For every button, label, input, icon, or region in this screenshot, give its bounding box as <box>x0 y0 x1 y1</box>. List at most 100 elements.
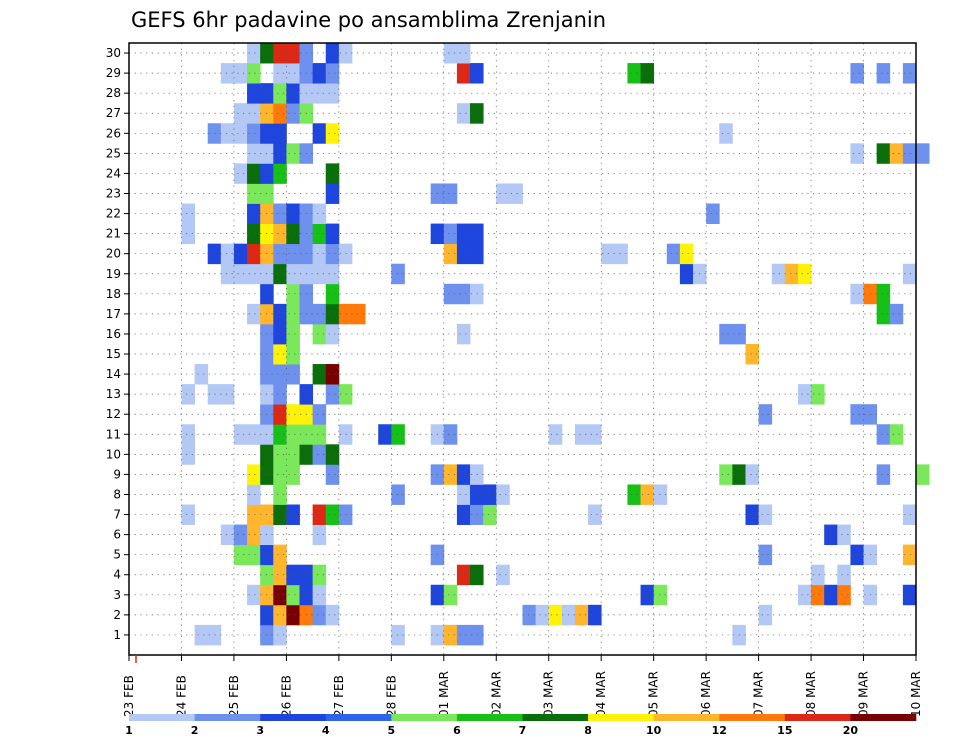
heatmap-cell <box>456 223 471 245</box>
heatmap-cell <box>247 584 261 606</box>
y-tick-label: 14 <box>106 367 121 381</box>
heatmap-cell <box>456 464 471 485</box>
heatmap-cell <box>273 103 287 124</box>
heatmap-cell <box>758 504 773 525</box>
heatmap-cell <box>273 404 287 425</box>
heatmap-cell <box>588 424 602 445</box>
colorbar-label: 15 <box>777 724 792 737</box>
heatmap-cell <box>247 63 261 84</box>
colorbar-swatch <box>260 714 327 721</box>
colorbar-label: 7 <box>519 724 527 737</box>
heatmap-cell <box>797 263 812 285</box>
heatmap-cell <box>574 424 589 445</box>
heatmap-cell <box>233 163 248 184</box>
heatmap-cell <box>312 364 327 385</box>
heatmap-cell <box>653 584 668 606</box>
heatmap-cell <box>456 283 471 305</box>
heatmap-cell <box>548 604 563 626</box>
heatmap-cell <box>247 524 261 546</box>
x-tick-label: 04 MAR <box>594 671 608 717</box>
heatmap-cell <box>325 223 340 245</box>
colorbar-swatch <box>588 714 654 721</box>
heatmap-cell <box>902 584 917 606</box>
x-tick-label: 08 MAR <box>804 671 818 717</box>
heatmap-cell <box>325 83 340 104</box>
y-tick-label: 13 <box>106 387 121 401</box>
heatmap-cell <box>325 183 340 204</box>
heatmap-cell <box>273 323 287 345</box>
heatmap-cell <box>325 163 340 184</box>
heatmap-cell <box>456 63 471 84</box>
heatmap-cell <box>220 263 235 285</box>
heatmap-cell <box>653 484 668 505</box>
colorbar-swatch <box>129 714 195 721</box>
heatmap-cell <box>745 504 759 525</box>
y-tick-label: 23 <box>106 186 121 200</box>
colorbar-swatch <box>719 714 786 721</box>
heatmap-cell <box>233 263 248 285</box>
heatmap-cell <box>286 243 300 265</box>
heatmap-cell <box>443 183 458 204</box>
heatmap-cell <box>745 464 759 485</box>
heatmap-cell <box>443 624 458 646</box>
heatmap-cell <box>325 364 340 385</box>
heatmap-cell <box>273 243 287 265</box>
colorbar-label: 3 <box>256 724 264 737</box>
heatmap-cell <box>443 243 458 265</box>
heatmap-cell <box>758 404 773 425</box>
heatmap-cell <box>273 624 287 646</box>
colorbar-label: 10 <box>646 724 662 737</box>
heatmap-cell <box>247 504 261 525</box>
heatmap-cell <box>247 83 261 104</box>
heatmap-cell <box>378 424 392 445</box>
colorbar-label: 6 <box>453 724 461 737</box>
heatmap-cell <box>483 504 497 525</box>
heatmap-cell <box>220 384 235 405</box>
heatmap-cell <box>273 584 287 606</box>
heatmap-cell <box>719 464 733 485</box>
x-tick-label: 09 MAR <box>857 671 871 717</box>
y-tick-label: 1 <box>113 628 121 642</box>
heatmap-cell <box>797 384 812 405</box>
heatmap-cell <box>312 604 327 626</box>
y-tick-label: 19 <box>106 267 121 281</box>
heatmap-cell <box>273 444 287 465</box>
heatmap-cell <box>325 444 340 465</box>
heatmap-cell <box>233 243 248 265</box>
heatmap-cell <box>588 504 602 525</box>
heatmap-cell <box>496 183 510 204</box>
heatmap-cell <box>758 544 773 566</box>
x-tick-label: 24 FEB <box>174 675 188 717</box>
heatmap-cell <box>286 303 300 325</box>
heatmap-cell <box>247 203 261 224</box>
y-tick-label: 8 <box>113 487 121 501</box>
x-tick-label: 10 MAR <box>909 671 923 717</box>
heatmap-cell <box>640 63 655 84</box>
heatmap-cell <box>273 544 287 566</box>
heatmap-cell <box>351 303 366 325</box>
x-tick-label: 25 FEB <box>227 675 241 717</box>
heatmap-cell <box>325 323 340 345</box>
y-tick-label: 5 <box>113 548 121 562</box>
y-tick-label: 7 <box>113 508 121 522</box>
heatmap-cell <box>456 43 471 64</box>
heatmap-cell <box>233 424 248 445</box>
heatmap-cell <box>286 404 300 425</box>
heatmap-cell <box>312 263 327 285</box>
heatmap-cell <box>902 263 917 285</box>
heatmap-cell <box>850 63 864 84</box>
heatmap-cell <box>286 364 300 385</box>
heatmap-cell <box>443 223 458 245</box>
colorbar-swatch <box>522 714 589 721</box>
x-axis-ticks: 23 FEB 24 FEB 25 FEB 26 FEB 27 FEB 28 FEB 01 M… <box>122 655 923 717</box>
heatmap-cell <box>325 504 340 525</box>
y-tick-label: 12 <box>106 407 121 421</box>
heatmap-cell <box>640 584 655 606</box>
heatmap-cell <box>456 323 471 345</box>
heatmap-cell <box>811 584 825 606</box>
heatmap-cell <box>456 484 471 505</box>
heatmap-cell <box>286 43 300 64</box>
heatmap-cell <box>679 263 694 285</box>
y-tick-label: 22 <box>106 207 121 221</box>
heatmap-cell <box>627 484 641 505</box>
